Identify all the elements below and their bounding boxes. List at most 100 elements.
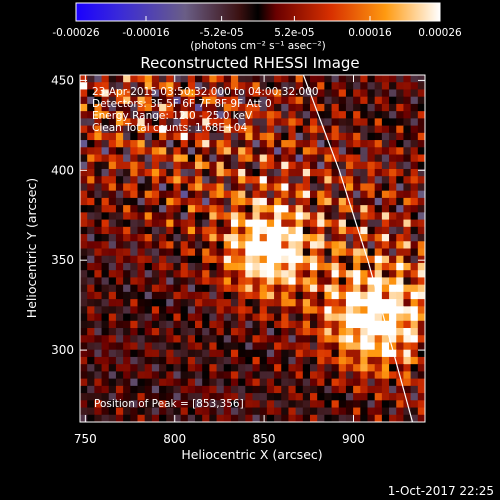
heatmap-cell	[266, 205, 275, 213]
heatmap-cell	[187, 371, 196, 380]
heatmap-cell	[180, 400, 189, 409]
heatmap-cell	[195, 299, 203, 307]
heatmap-cell	[173, 111, 182, 119]
heatmap-cell	[94, 313, 103, 322]
heatmap-cell	[389, 75, 397, 83]
heatmap-cell	[209, 378, 218, 387]
heatmap-cell	[195, 168, 203, 177]
heatmap-cell	[115, 320, 124, 329]
heatmap-cell	[389, 385, 397, 394]
heatmap-cell	[417, 291, 425, 300]
heatmap-cell	[324, 197, 333, 206]
heatmap-cell	[403, 378, 412, 387]
heatmap-cell	[324, 284, 333, 293]
heatmap-cell	[180, 161, 189, 170]
heatmap-cell	[101, 75, 110, 83]
heatmap-cell	[130, 349, 139, 358]
heatmap-cell	[302, 82, 311, 91]
heatmap-cell	[223, 168, 232, 177]
heatmap-cell	[101, 197, 110, 206]
heatmap-cell	[417, 103, 425, 112]
heatmap-cell	[137, 393, 146, 401]
heatmap-cell	[403, 299, 412, 307]
heatmap-cell	[238, 414, 246, 422]
heatmap-cell	[302, 313, 311, 322]
heatmap-cell	[202, 385, 210, 394]
heatmap-cell	[360, 212, 369, 221]
heatmap-cell	[245, 313, 254, 322]
heatmap-cell	[108, 234, 117, 242]
heatmap-cell	[173, 284, 182, 293]
heatmap-cell	[345, 183, 354, 192]
heatmap-cell	[115, 306, 124, 315]
heatmap-cell	[87, 226, 95, 235]
heatmap-cell	[317, 335, 325, 344]
heatmap-cell	[389, 140, 397, 148]
heatmap-cell	[324, 248, 333, 257]
heatmap-cell	[417, 219, 425, 228]
heatmap-cell	[281, 96, 290, 105]
heatmap-cell	[295, 176, 304, 185]
heatmap-cell	[130, 414, 139, 422]
heatmap-cell	[317, 284, 325, 293]
heatmap-cell	[274, 378, 282, 387]
heatmap-cell	[87, 328, 95, 336]
heatmap-cell	[302, 255, 311, 264]
heatmap-cell	[252, 400, 261, 409]
heatmap-cell	[195, 262, 203, 271]
heatmap-cell	[295, 118, 304, 127]
heatmap-cell	[173, 393, 182, 401]
heatmap-cell	[374, 176, 383, 185]
heatmap-cell	[230, 328, 239, 336]
heatmap-cell	[87, 154, 95, 163]
heatmap-cell	[130, 342, 139, 351]
heatmap-cell	[238, 183, 246, 192]
heatmap-cell	[216, 111, 225, 119]
heatmap-cell	[295, 270, 304, 279]
heatmap-cell	[274, 226, 282, 235]
heatmap-cell	[310, 89, 318, 98]
heatmap-cell	[374, 262, 383, 271]
heatmap-cell	[159, 349, 167, 358]
heatmap-cell	[389, 393, 397, 401]
heatmap-cell	[374, 328, 383, 336]
heatmap-cell	[252, 313, 261, 322]
heatmap-cell	[281, 378, 290, 387]
heatmap-cell	[324, 407, 333, 416]
heatmap-cell	[101, 226, 110, 235]
heatmap-cell	[115, 103, 124, 112]
heatmap-cell	[410, 270, 419, 279]
heatmap-cell	[209, 335, 218, 344]
colorbar: -0.00026 -0.00016 -5.2e-05 5.2e-05 0.00016 0.…	[52, 2, 462, 52]
heatmap-cell	[338, 226, 347, 235]
heatmap-cell	[288, 393, 297, 401]
heatmap-cell	[324, 125, 333, 134]
heatmap-cell	[115, 364, 124, 372]
heatmap-cell	[410, 393, 419, 401]
heatmap-cell	[389, 277, 397, 286]
heatmap-cell	[288, 197, 297, 206]
heatmap-cell	[410, 306, 419, 315]
heatmap-cell	[281, 335, 290, 344]
heatmap-cell	[108, 255, 117, 264]
heatmap-cell	[230, 219, 239, 228]
heatmap-cell	[195, 161, 203, 170]
heatmap-cell	[195, 349, 203, 358]
heatmap-cell	[281, 385, 290, 394]
heatmap-cell	[173, 132, 182, 141]
heatmap-cell	[338, 219, 347, 228]
heatmap-cell	[101, 277, 110, 286]
heatmap-cell	[223, 111, 232, 119]
heatmap-cell	[367, 277, 376, 286]
heatmap-cell	[223, 262, 232, 271]
heatmap-cell	[274, 176, 282, 185]
heatmap-cell	[259, 299, 268, 307]
heatmap-cell	[223, 89, 232, 98]
heatmap-cell	[115, 161, 124, 170]
heatmap-cell	[187, 378, 196, 387]
heatmap-cell	[123, 342, 131, 351]
heatmap-cell	[173, 400, 182, 409]
heatmap-cell	[317, 320, 325, 329]
heatmap-cell	[238, 248, 246, 257]
heatmap-cell	[137, 241, 146, 250]
